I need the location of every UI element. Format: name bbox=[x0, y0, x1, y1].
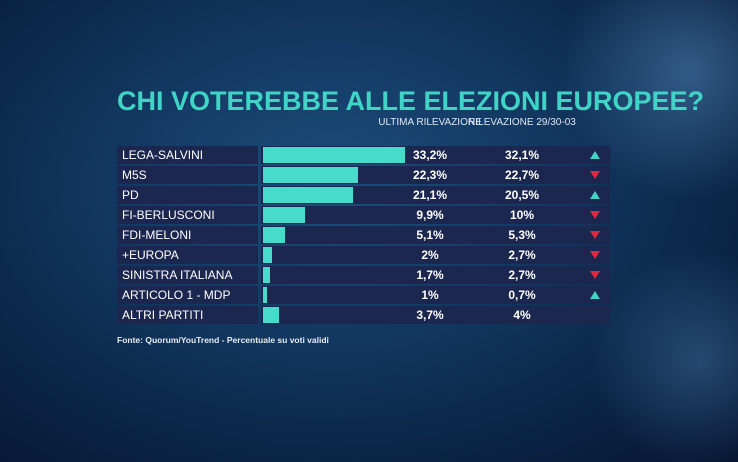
chart-row: SINISTRA ITALIANA 1,7% 2,7% bbox=[117, 266, 610, 284]
trend-up-icon bbox=[590, 191, 600, 199]
value-latest: 3,7% bbox=[416, 308, 444, 322]
chart-row: FDI-MELONI 5,1% 5,3% bbox=[117, 226, 610, 244]
column-header-latest: ULTIMA RILEVAZIONE bbox=[378, 117, 482, 128]
party-label: PD bbox=[117, 186, 258, 204]
chart-row: ALTRI PARTITI 3,7% 4% bbox=[117, 306, 610, 324]
value-latest: 1% bbox=[421, 288, 439, 302]
row-background bbox=[261, 286, 610, 304]
bar bbox=[263, 267, 271, 283]
value-previous: 20,5% bbox=[504, 188, 540, 202]
row-background bbox=[261, 266, 610, 284]
chart-row: PD 21,1% 20,5% bbox=[117, 186, 610, 204]
value-previous: 10% bbox=[509, 208, 535, 222]
row-background bbox=[261, 226, 610, 244]
bar bbox=[263, 147, 405, 163]
trend-down-icon bbox=[590, 271, 600, 279]
bar bbox=[263, 307, 279, 323]
value-latest: 33,2% bbox=[412, 148, 448, 162]
party-label: ALTRI PARTITI bbox=[117, 306, 258, 324]
row-background bbox=[261, 306, 610, 324]
value-previous: 5,3% bbox=[508, 228, 536, 242]
value-previous: 0,7% bbox=[508, 288, 536, 302]
trend-down-icon bbox=[590, 211, 600, 219]
bar bbox=[263, 227, 285, 243]
row-background bbox=[261, 246, 610, 264]
chart-title: CHI VOTEREBBE ALLE ELEZIONI EUROPEE? bbox=[117, 86, 705, 116]
chart-row: M5S 22,3% 22,7% bbox=[117, 166, 610, 184]
bar bbox=[263, 287, 268, 303]
chart-row: FI-BERLUSCONI 9,9% 10% bbox=[117, 206, 610, 224]
column-header-previous: RILEVAZIONE 29/30-03 bbox=[468, 117, 576, 128]
source-note: Fonte: Quorum/YouTrend - Percentuale su … bbox=[117, 335, 329, 345]
value-latest: 21,1% bbox=[412, 188, 448, 202]
bar bbox=[263, 207, 306, 223]
party-label: +EUROPA bbox=[117, 246, 258, 264]
value-previous: 4% bbox=[513, 308, 531, 322]
value-latest: 1,7% bbox=[416, 268, 444, 282]
trend-down-icon bbox=[590, 231, 600, 239]
value-previous: 2,7% bbox=[508, 268, 536, 282]
bar bbox=[263, 187, 354, 203]
value-previous: 32,1% bbox=[504, 148, 540, 162]
chart-row: LEGA-SALVINI 33,2% 32,1% bbox=[117, 146, 610, 164]
bar bbox=[263, 167, 359, 183]
party-label: FDI-MELONI bbox=[117, 226, 258, 244]
party-label: FI-BERLUSCONI bbox=[117, 206, 258, 224]
value-latest: 2% bbox=[421, 248, 439, 262]
value-latest: 5,1% bbox=[416, 228, 444, 242]
chart-row: ARTICOLO 1 - MDP 1% 0,7% bbox=[117, 286, 610, 304]
party-label: LEGA-SALVINI bbox=[117, 146, 258, 164]
trend-up-icon bbox=[590, 291, 600, 299]
party-label: M5S bbox=[117, 166, 258, 184]
value-previous: 2,7% bbox=[508, 248, 536, 262]
bar bbox=[263, 247, 272, 263]
chart-row: +EUROPA 2% 2,7% bbox=[117, 246, 610, 264]
value-previous: 22,7% bbox=[504, 168, 540, 182]
party-label: SINISTRA ITALIANA bbox=[117, 266, 258, 284]
trend-up-icon bbox=[590, 151, 600, 159]
value-latest: 9,9% bbox=[416, 208, 444, 222]
trend-down-icon bbox=[590, 171, 600, 179]
trend-down-icon bbox=[590, 251, 600, 259]
value-latest: 22,3% bbox=[412, 168, 448, 182]
row-background bbox=[261, 206, 610, 224]
party-label: ARTICOLO 1 - MDP bbox=[117, 286, 258, 304]
